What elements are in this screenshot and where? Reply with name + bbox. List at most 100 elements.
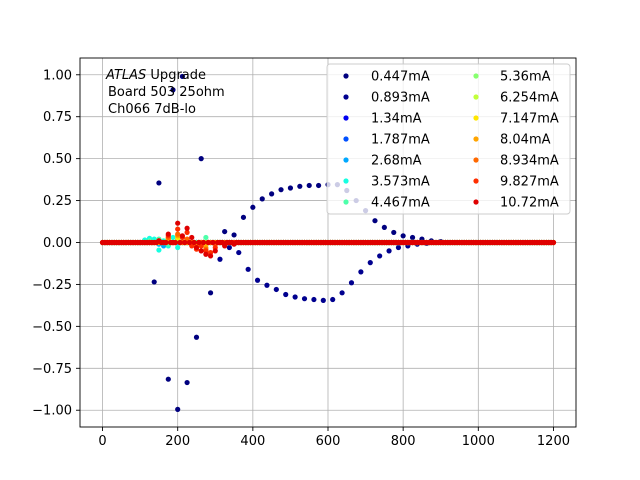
data-point [198, 248, 204, 254]
legend-item: 9.827mA [473, 175, 559, 190]
data-point [182, 239, 188, 246]
legend-label: 5.36mA [500, 70, 551, 85]
data-point [398, 239, 404, 246]
data-point [304, 239, 310, 246]
y-tick-label: −0.50 [32, 320, 72, 335]
data-point [250, 204, 256, 210]
data-point [391, 229, 397, 236]
legend-marker [343, 136, 349, 142]
legend-label: 1.34mA [371, 112, 422, 127]
data-point [360, 239, 366, 246]
data-point [240, 214, 247, 220]
y-tick-label: −0.75 [32, 362, 72, 377]
legend-item: 5.36mA [473, 70, 551, 85]
x-tick-label: 1200 [537, 434, 570, 449]
legend-label: 2.68mA [371, 154, 422, 169]
data-point [311, 296, 317, 303]
data-point [395, 244, 402, 251]
annotation-atlas: ATLAS [105, 68, 146, 83]
data-point [264, 282, 270, 288]
y-tick-label: 0.00 [43, 236, 72, 251]
data-point [273, 286, 279, 293]
data-point [266, 239, 272, 246]
data-point [285, 239, 291, 246]
legend-label: 9.827mA [500, 175, 559, 190]
data-point [196, 239, 202, 246]
legend-marker [343, 157, 349, 163]
data-point [259, 196, 265, 202]
data-point [207, 290, 214, 296]
legend-item: 8.04mA [473, 133, 551, 148]
data-point [198, 156, 204, 162]
legend-item: 4.467mA [343, 196, 430, 211]
legend-marker [473, 115, 479, 121]
data-point [203, 251, 209, 257]
data-point [175, 220, 181, 226]
data-point [379, 239, 385, 246]
data-point [529, 239, 535, 246]
data-point [320, 297, 326, 303]
data-point [330, 296, 336, 303]
y-tick-label: 0.75 [43, 110, 72, 125]
legend-item: 1.34mA [343, 112, 422, 127]
data-point [193, 334, 200, 340]
legend-label: 0.893mA [371, 91, 430, 106]
data-point [222, 228, 228, 235]
data-point [189, 234, 195, 241]
data-point [292, 294, 298, 300]
legend-marker [473, 73, 479, 79]
data-point [156, 180, 162, 186]
data-point [339, 290, 345, 296]
data-point [179, 233, 185, 239]
annotation-line-3: Ch066 7dB-lo [108, 102, 196, 117]
series-13 [99, 220, 557, 259]
data-point [492, 239, 498, 246]
y-tick-label: −1.00 [32, 404, 72, 419]
data-point [184, 379, 190, 386]
data-point [409, 234, 416, 241]
legend-marker [473, 178, 479, 184]
data-point [269, 191, 275, 197]
legend-label: 4.467mA [371, 196, 430, 211]
data-point [153, 239, 160, 246]
x-tick-label: 600 [316, 434, 341, 449]
data-point [381, 224, 387, 231]
data-point [454, 239, 460, 246]
legend-item: 0.893mA [343, 91, 430, 106]
y-tick-label: 0.25 [43, 194, 72, 209]
annotation-line-2: Board 503 25ohm [108, 85, 225, 100]
data-point [229, 239, 235, 246]
data-points [99, 73, 557, 412]
data-point [116, 239, 122, 246]
data-point [203, 234, 209, 241]
legend-box [326, 63, 571, 215]
data-point [165, 376, 171, 382]
legend-item: 6.254mA [473, 91, 559, 106]
data-point [170, 234, 176, 241]
legend-label: 3.573mA [371, 175, 430, 190]
x-tick-label: 1000 [462, 434, 495, 449]
legend-marker [343, 199, 349, 205]
legend-item: 8.934mA [473, 154, 559, 169]
legend-label: 6.254mA [500, 91, 559, 106]
data-point [254, 277, 261, 283]
x-tick-label: 800 [391, 434, 416, 449]
data-point [247, 239, 254, 246]
legend-item: 0.447mA [343, 70, 430, 85]
data-point [367, 260, 373, 266]
data-point [510, 239, 517, 246]
legend-item: 10.72mA [473, 196, 559, 211]
legend-marker [343, 73, 349, 79]
legend-marker [343, 178, 349, 184]
data-point [193, 244, 200, 251]
data-point [226, 244, 232, 251]
legend-item: 7.147mA [473, 112, 559, 127]
legend-label: 8.934mA [500, 154, 559, 169]
data-point [200, 239, 207, 246]
data-point [219, 239, 225, 246]
data-point [184, 225, 190, 231]
legend-marker [473, 199, 479, 205]
data-point [177, 239, 183, 246]
